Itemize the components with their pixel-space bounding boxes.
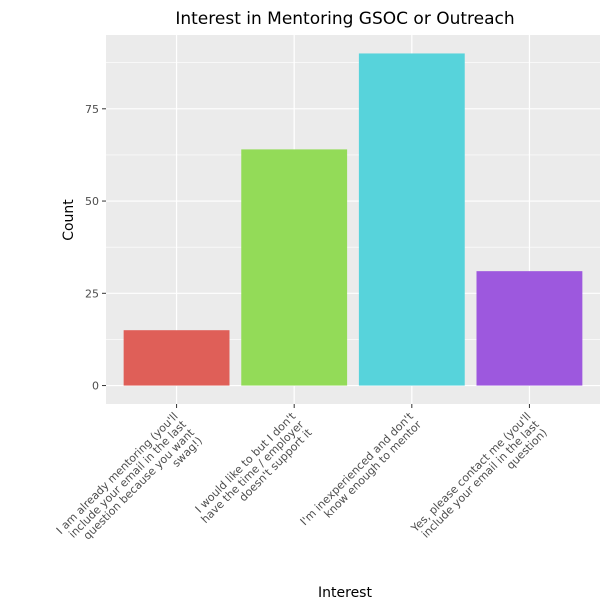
- y-tick-label: 50: [85, 195, 99, 208]
- x-tick-label: I'm inexperienced and don'tknow enough t…: [298, 409, 425, 536]
- y-tick-label: 0: [92, 380, 99, 393]
- bar: [123, 330, 230, 386]
- x-axis-label: Interest: [318, 585, 372, 601]
- y-axis: 0 25 50 75: [85, 103, 106, 393]
- x-tick-label-line: include your email in the last: [419, 418, 542, 541]
- y-tick-label: 25: [85, 287, 99, 300]
- bar: [476, 271, 583, 386]
- bars: [123, 53, 583, 386]
- x-tick-label: Yes, please contact me (you'llinclude yo…: [408, 409, 550, 551]
- bar: [241, 149, 348, 386]
- bar: [358, 53, 465, 386]
- x-tick-label-line: include your email in the last: [66, 418, 189, 541]
- x-tick-label-line: I am already mentoring (you'll: [54, 410, 181, 537]
- y-tick-label: 75: [85, 103, 99, 116]
- x-tick-label-line: I'm inexperienced and don't: [298, 409, 417, 528]
- x-tick-label: I would like to but I don'thave the time…: [190, 409, 315, 534]
- chart-title: Interest in Mentoring GSOC or Outreach: [175, 9, 514, 29]
- x-tick-label: I am already mentoring (you'llinclude yo…: [54, 409, 206, 561]
- x-tick-label-line: have the time / employer: [199, 418, 307, 526]
- x-axis: I am already mentoring (you'llinclude yo…: [54, 404, 550, 561]
- x-tick-label-line: know enough to mentor: [322, 418, 425, 521]
- x-tick-label-line: Yes, please contact me (you'll: [408, 410, 534, 536]
- y-axis-label: Count: [61, 199, 77, 241]
